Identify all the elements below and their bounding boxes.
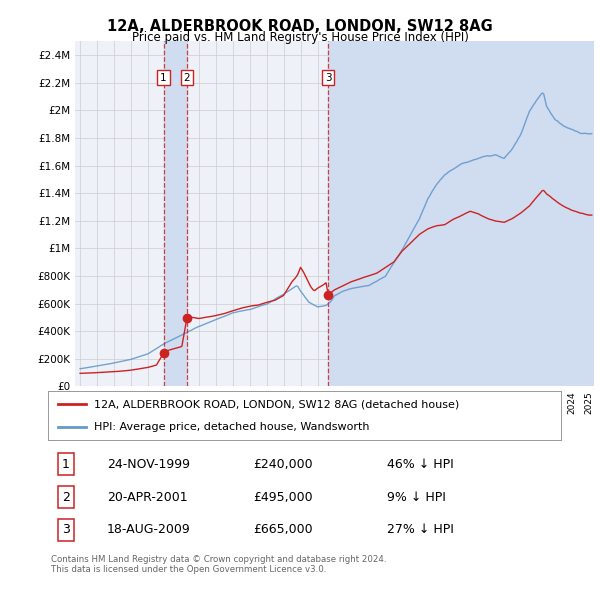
Text: 27% ↓ HPI: 27% ↓ HPI: [386, 523, 454, 536]
Text: This data is licensed under the Open Government Licence v3.0.: This data is licensed under the Open Gov…: [51, 565, 326, 574]
Text: 3: 3: [62, 523, 70, 536]
Text: 2: 2: [184, 73, 190, 83]
Text: 1: 1: [160, 73, 167, 83]
Text: £495,000: £495,000: [253, 490, 313, 504]
Bar: [164, 41, 187, 386]
Text: £665,000: £665,000: [253, 523, 313, 536]
Text: £240,000: £240,000: [253, 458, 313, 471]
Text: Contains HM Land Registry data © Crown copyright and database right 2024.: Contains HM Land Registry data © Crown c…: [51, 555, 386, 563]
Text: 46% ↓ HPI: 46% ↓ HPI: [386, 458, 454, 471]
Text: 12A, ALDERBROOK ROAD, LONDON, SW12 8AG: 12A, ALDERBROOK ROAD, LONDON, SW12 8AG: [107, 19, 493, 34]
Text: 3: 3: [325, 73, 332, 83]
Text: 9% ↓ HPI: 9% ↓ HPI: [386, 490, 445, 504]
Text: 2: 2: [62, 490, 70, 504]
Text: HPI: Average price, detached house, Wandsworth: HPI: Average price, detached house, Wand…: [94, 422, 370, 432]
Text: 24-NOV-1999: 24-NOV-1999: [107, 458, 190, 471]
Text: 1: 1: [62, 458, 70, 471]
Text: Price paid vs. HM Land Registry's House Price Index (HPI): Price paid vs. HM Land Registry's House …: [131, 31, 469, 44]
Text: 20-APR-2001: 20-APR-2001: [107, 490, 188, 504]
Bar: [328, 41, 594, 386]
Text: 12A, ALDERBROOK ROAD, LONDON, SW12 8AG (detached house): 12A, ALDERBROOK ROAD, LONDON, SW12 8AG (…: [94, 399, 460, 409]
Text: 18-AUG-2009: 18-AUG-2009: [107, 523, 191, 536]
